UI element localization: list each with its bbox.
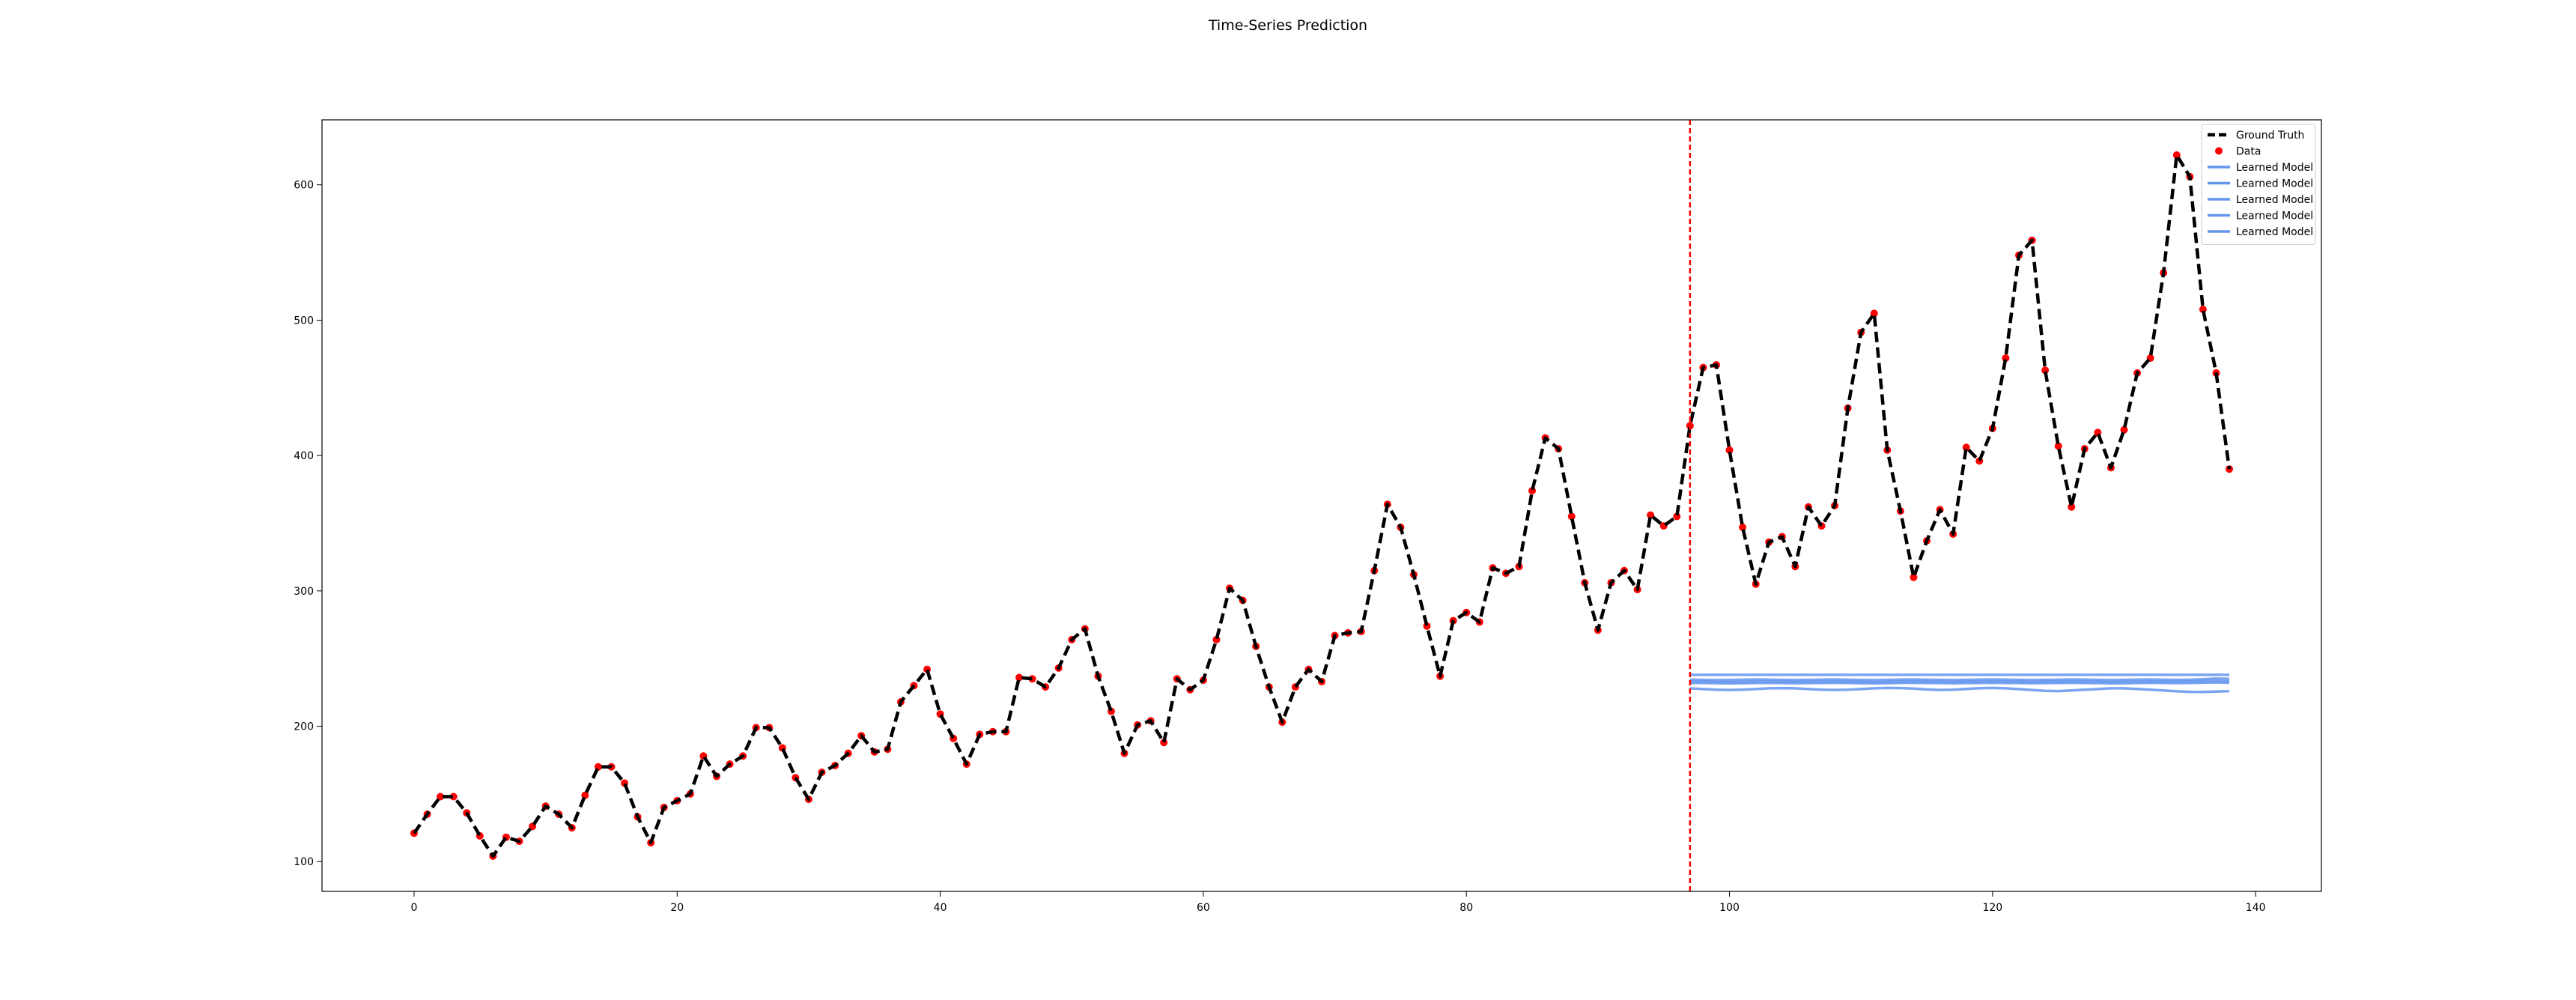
y-tick-label: 600: [294, 180, 314, 192]
legend-label: Learned Model: [2236, 194, 2313, 206]
data-point: [1015, 673, 1023, 682]
data-point: [1647, 511, 1655, 519]
x-tick-label: 140: [2246, 902, 2266, 914]
data-point: [2054, 442, 2062, 450]
legend-label: Learned Model: [2236, 226, 2313, 238]
legend-label: Learned Model: [2236, 210, 2313, 222]
learned-model-line: [1689, 679, 2230, 684]
x-tick-label: 60: [1197, 902, 1210, 914]
y-tick-label: 100: [294, 856, 314, 868]
y-tick-label: 300: [294, 586, 314, 598]
legend-label: Data: [2236, 146, 2261, 158]
plot-area: 0 20 40 60 80 100 120 140 100 200 300 400 500 600: [294, 120, 2266, 914]
x-tick-label: 120: [1982, 902, 2002, 914]
data-point: [2120, 425, 2128, 434]
legend-label: Ground Truth: [2236, 130, 2304, 142]
legend: Ground Truth Data Learned Model Learned Mod…: [2201, 124, 2316, 245]
data-point: [437, 793, 445, 801]
chart-title: Time-Series Prediction: [1208, 17, 1367, 34]
x-tick-label: 0: [410, 902, 417, 914]
plot-frame: [321, 119, 2322, 892]
data-point: [449, 793, 458, 801]
x-tick-label: 40: [934, 902, 947, 914]
data-point: [1910, 573, 1918, 581]
x-tick-label: 80: [1459, 902, 1473, 914]
legend-data-swatch: [2215, 147, 2223, 155]
ground-truth-line: [413, 153, 2232, 858]
legend-label: Learned Model: [2236, 178, 2313, 190]
data-points: [410, 151, 2234, 861]
y-tick-label: 400: [294, 450, 314, 462]
x-tick-label: 20: [670, 902, 684, 914]
data-point: [1567, 512, 1576, 521]
legend-label: Learned Model: [2236, 162, 2313, 174]
learned-model-line: [1689, 677, 2230, 682]
x-tick-label: 100: [1719, 902, 1740, 914]
learned-model-line: [1689, 681, 2230, 685]
y-tick-label: 500: [294, 315, 314, 327]
learned-model-line: [1689, 686, 2230, 694]
y-tick-label: 200: [294, 721, 314, 733]
data-point: [2172, 151, 2181, 159]
